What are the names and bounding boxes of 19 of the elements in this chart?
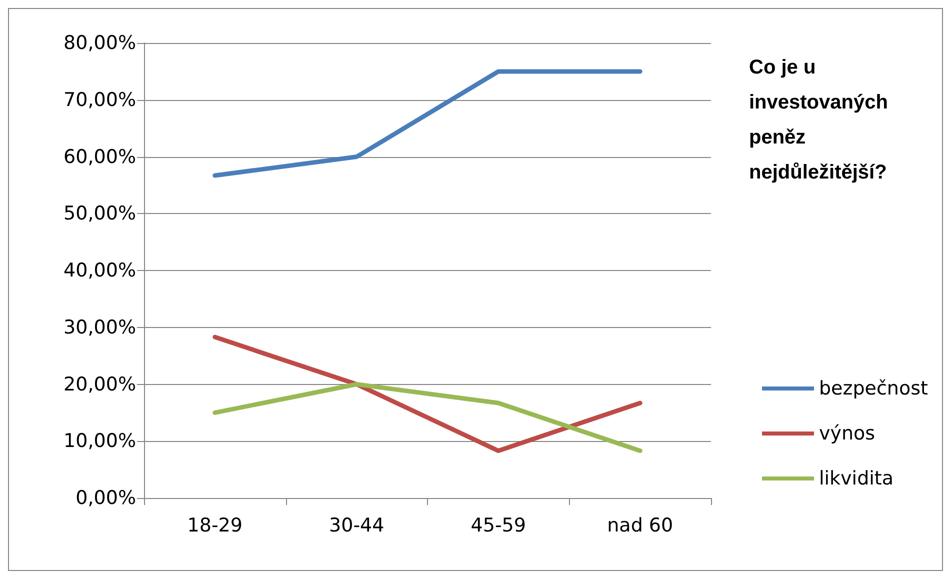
- legend-label: likvidita: [819, 468, 894, 490]
- y-tick-label: 40,00%: [64, 260, 136, 282]
- x-tick-label: 30-44: [329, 514, 384, 536]
- y-tick-label: 80,00%: [64, 32, 136, 54]
- legend-label: bezpečnost: [819, 378, 928, 400]
- x-tick-label: 45-59: [470, 514, 526, 536]
- y-tick-label: 70,00%: [64, 88, 136, 111]
- x-tick-label: 18-29: [187, 514, 242, 536]
- text: Co je u investovaných peněz nejdůležitější?: [749, 56, 894, 184]
- legend-label: výnos: [819, 422, 876, 444]
- line-series: [212, 334, 642, 454]
- x-tick-label: nad 60: [607, 514, 674, 536]
- y-tick-label: 10,00%: [64, 430, 136, 452]
- y-tick-label: 50,00%: [64, 202, 136, 225]
- y-tick-label: 30,00%: [64, 316, 136, 338]
- y-tick-label: 60,00%: [64, 146, 136, 168]
- y-tick-label: 0,00%: [76, 487, 136, 509]
- y-tick-label: 20,00%: [64, 373, 136, 396]
- line-series: [212, 382, 642, 454]
